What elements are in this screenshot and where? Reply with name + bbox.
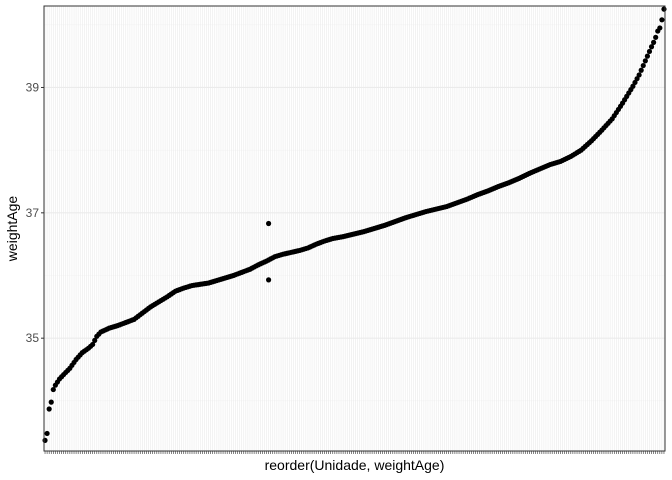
data-point-outlier [266,277,272,283]
data-point-outlier [266,220,272,227]
minor-gridlines [44,24,665,402]
data-point [48,399,54,405]
data-point [642,58,648,64]
x-axis-ticks [44,451,665,454]
y-tick-label: 37 [26,206,40,220]
data-point [46,406,52,412]
x-axis-title: reorder(Unidade, weightAge) [265,457,445,473]
data-point [92,337,98,343]
data-point [44,430,50,437]
data-point [657,25,663,31]
data-point [653,34,659,40]
y-axis-title: weightAge [4,196,20,263]
plot-panel [44,6,665,451]
data-point [644,53,651,59]
data-point [636,72,642,78]
data-point [648,44,655,50]
data-point [646,48,653,55]
data-point [640,62,646,69]
data-point [42,437,48,443]
y-tick-label: 35 [26,331,40,345]
plot-panel-border [43,5,666,452]
y-axis-ticks [41,86,44,339]
major-gridlines [44,6,665,451]
data-point [638,67,644,73]
data-point [651,39,657,45]
data-point [661,6,667,12]
data-point [659,17,665,23]
y-tick-label: 39 [26,80,40,94]
data-point [50,386,56,393]
data-point [90,341,96,348]
y-axis-tick-labels: 35 37 39 [26,80,40,345]
